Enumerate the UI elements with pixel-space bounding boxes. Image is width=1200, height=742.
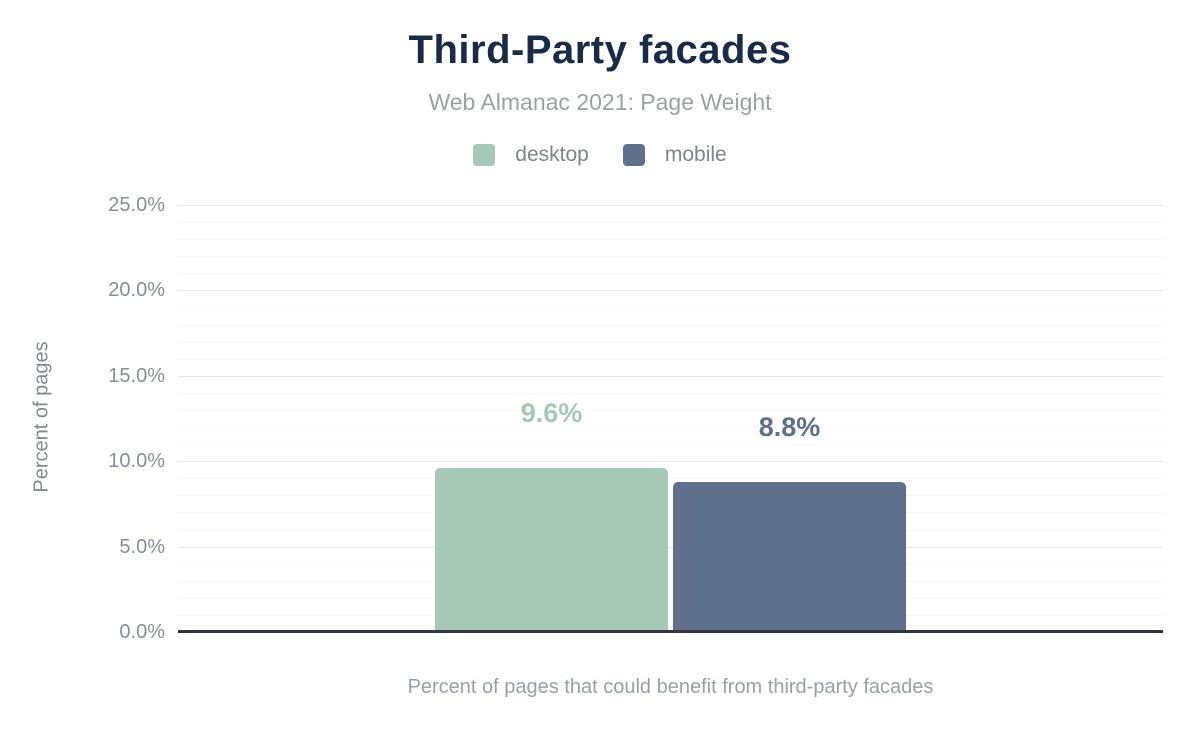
mobile-bar [673, 482, 906, 632]
minor-gridline [178, 598, 1163, 599]
y-tick-label: 10.0% [108, 450, 165, 472]
desktop-value-label: 9.6% [520, 398, 583, 428]
legend-label-desktop: desktop [515, 143, 589, 166]
minor-gridline [178, 478, 1163, 479]
y-tick-label: 20.0% [108, 279, 165, 301]
chart-legend: desktop mobile [0, 143, 1200, 167]
major-gridline [178, 547, 1163, 548]
minor-gridline [178, 581, 1163, 582]
legend-item-mobile: mobile [622, 143, 727, 167]
desktop-bar [435, 468, 668, 632]
minor-gridline [178, 530, 1163, 531]
minor-gridline [178, 393, 1163, 394]
minor-gridline [178, 564, 1163, 565]
y-tick-label: 5.0% [119, 536, 165, 558]
minor-gridline [178, 256, 1163, 257]
minor-gridline [178, 495, 1163, 496]
minor-gridline [178, 325, 1163, 326]
legend-item-desktop: desktop [473, 143, 589, 167]
major-gridline [178, 376, 1163, 377]
y-tick-label: 25.0% [108, 194, 165, 216]
minor-gridline [178, 239, 1163, 240]
minor-gridline [178, 359, 1163, 360]
major-gridline [178, 461, 1163, 462]
y-tick-label: 15.0% [108, 365, 165, 387]
minor-gridline [178, 444, 1163, 445]
minor-gridline [178, 273, 1163, 274]
x-axis-title: Percent of pages that could benefit from… [407, 676, 934, 698]
mobile-value-label: 8.8% [758, 412, 821, 442]
y-tick-label: 0.0% [119, 621, 165, 643]
mobile-swatch-icon [622, 144, 645, 166]
minor-gridline [178, 342, 1163, 343]
minor-gridline [178, 410, 1163, 411]
legend-label-mobile: mobile [664, 143, 727, 166]
minor-gridline [178, 307, 1163, 308]
x-axis-baseline [178, 630, 1163, 633]
major-gridline [178, 205, 1163, 206]
desktop-swatch-icon [473, 144, 496, 166]
minor-gridline [178, 427, 1163, 428]
minor-gridline [178, 222, 1163, 223]
chart-subtitle: Web Almanac 2021: Page Weight [428, 89, 772, 115]
minor-gridline [178, 615, 1163, 616]
minor-gridline [178, 512, 1163, 513]
major-gridline [178, 290, 1163, 291]
y-axis-title: Percent of pages [30, 341, 53, 493]
chart-title: Third-Party facades [408, 28, 792, 72]
